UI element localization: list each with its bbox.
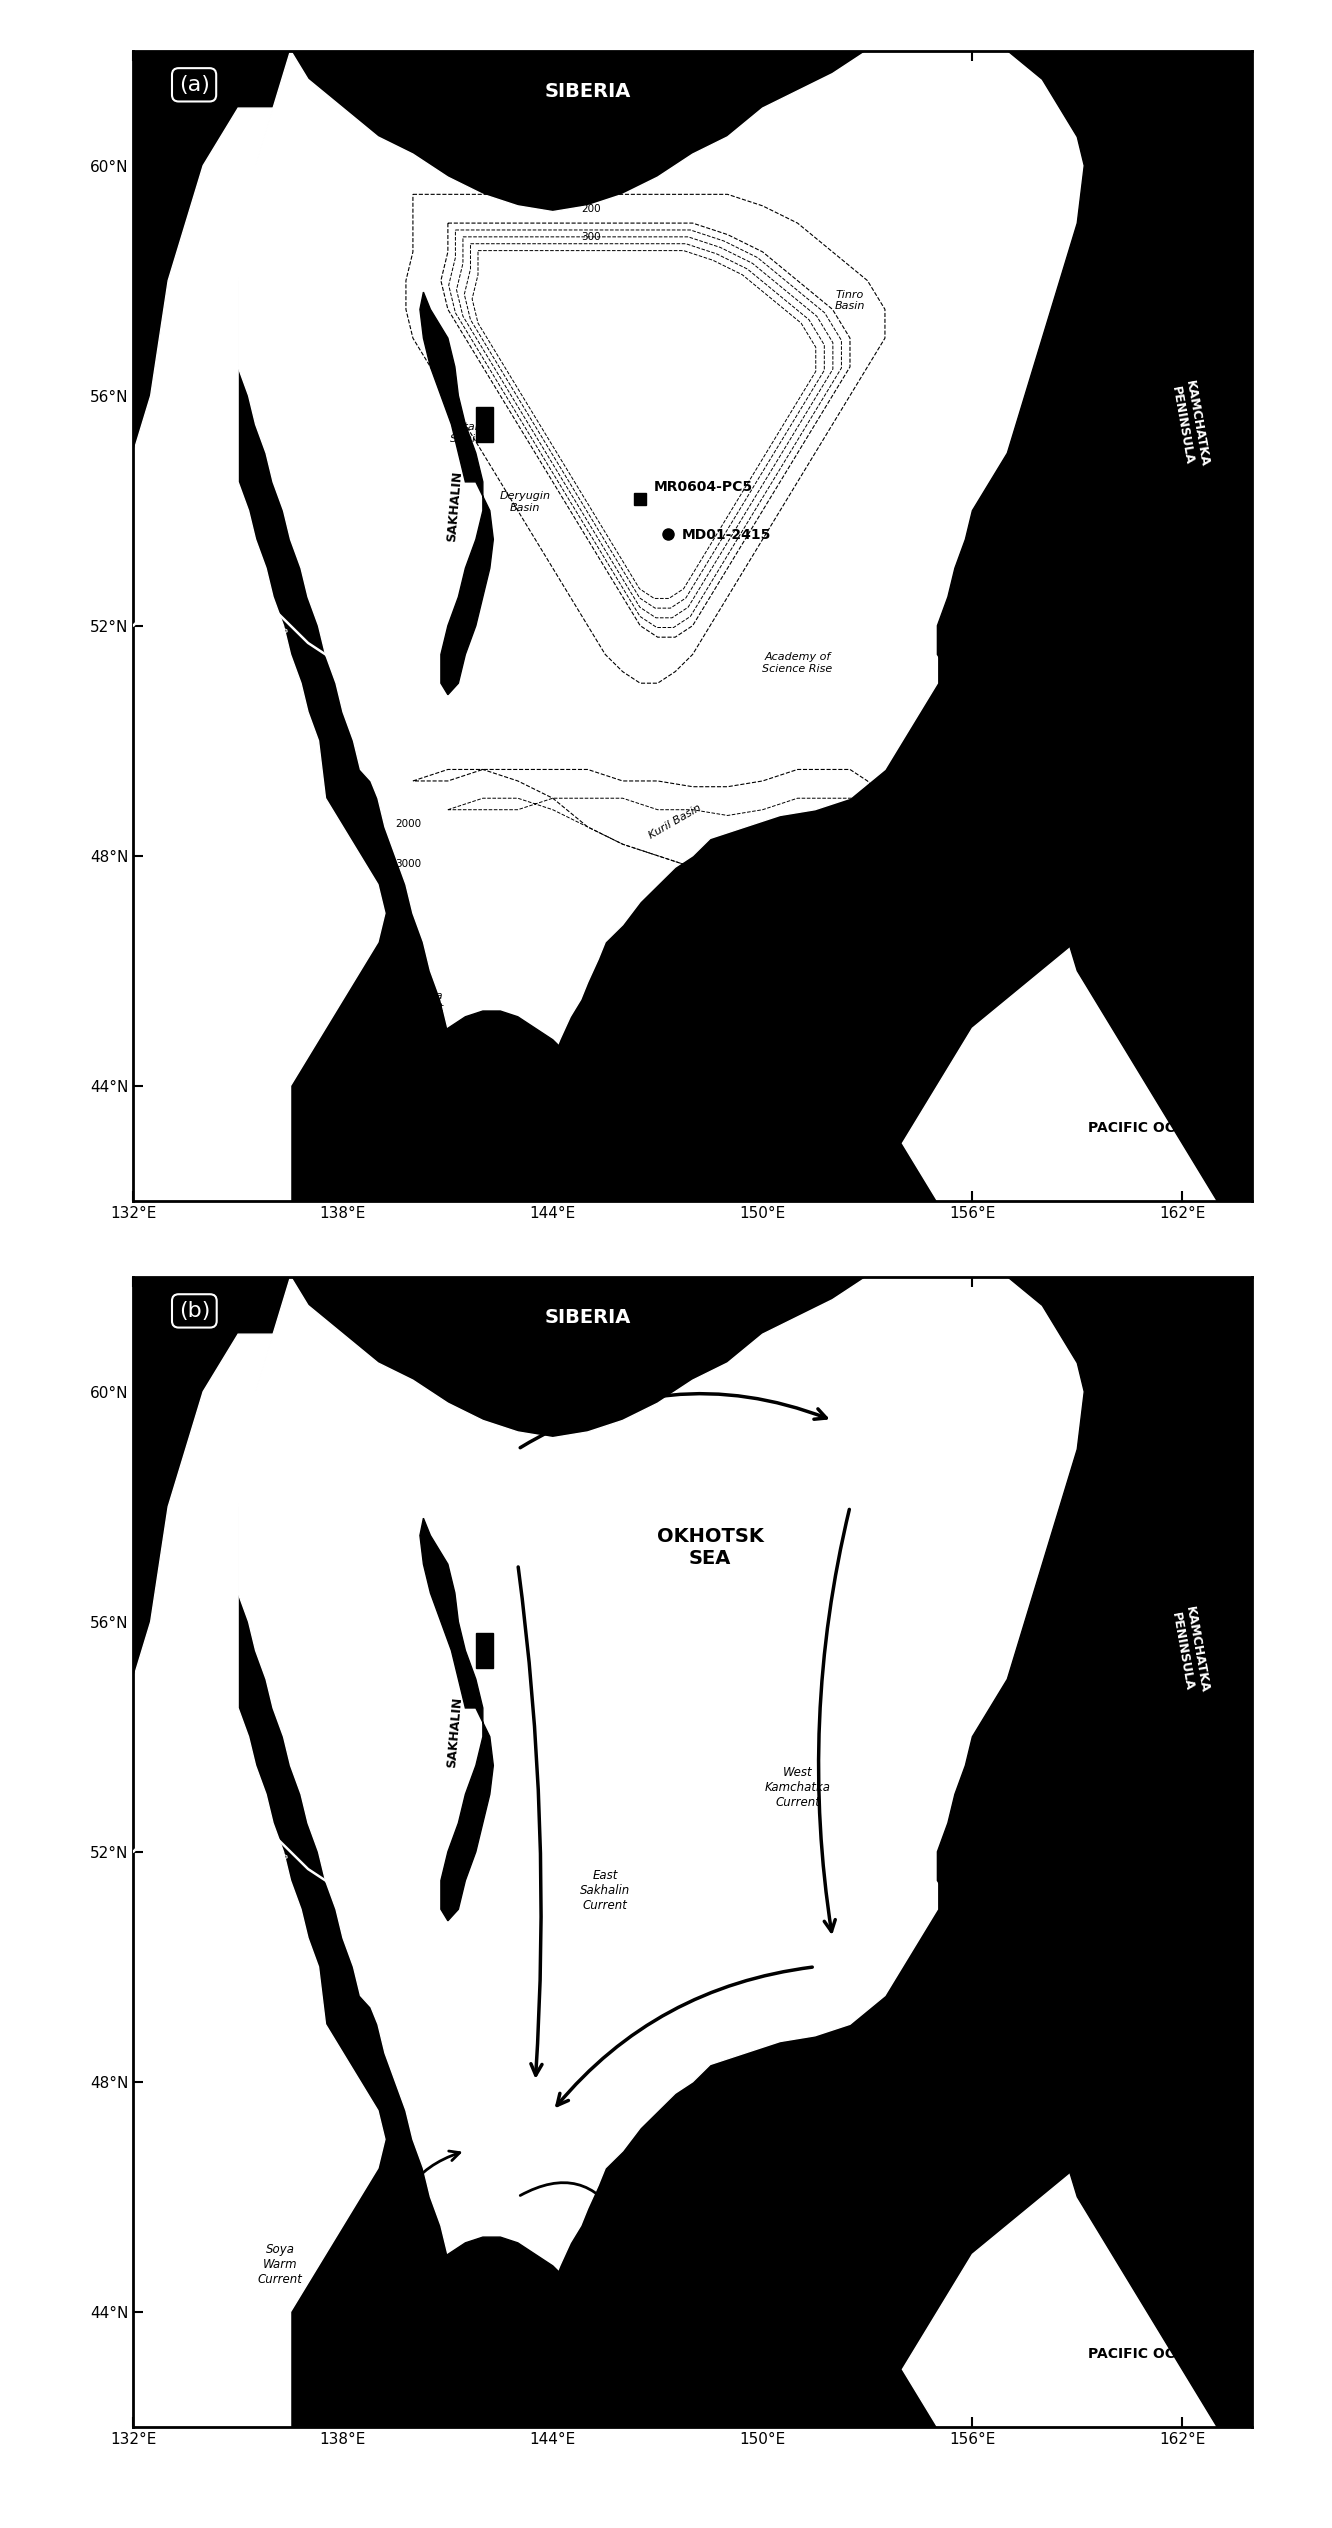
Text: (b): (b) (178, 1302, 210, 1322)
Polygon shape (798, 2209, 826, 2242)
Text: PACIFIC OCEAN: PACIFIC OCEAN (1088, 2346, 1207, 2361)
Text: KAMCHATKA
PENINSULA: KAMCHATKA PENINSULA (1168, 379, 1211, 470)
Polygon shape (623, 2247, 651, 2283)
Text: Etorofu
Strait: Etorofu Strait (723, 978, 766, 1019)
Text: 3000: 3000 (396, 860, 421, 870)
Polygon shape (476, 407, 493, 442)
Polygon shape (406, 1011, 594, 1201)
Text: 300: 300 (581, 233, 601, 243)
Text: West
Kamchatka
Current: West Kamchatka Current (765, 1765, 831, 1808)
Text: ASIA: ASIA (164, 1550, 193, 1598)
Text: ASIA: ASIA (164, 324, 193, 372)
Text: 2000: 2000 (396, 819, 421, 829)
Polygon shape (570, 1039, 594, 1057)
Polygon shape (832, 953, 860, 988)
Text: East
Kamchatka
Current: East Kamchatka Current (1028, 1921, 1091, 2000)
Text: Academy of
Science Rise: Academy of Science Rise (762, 652, 832, 672)
Text: SAKHALIN: SAKHALIN (445, 470, 465, 544)
Text: Deryugin
Basin: Deryugin Basin (500, 490, 550, 513)
Polygon shape (832, 2179, 860, 2215)
Polygon shape (406, 2237, 594, 2427)
Text: (a): (a) (178, 76, 209, 96)
Text: Shelikhov
Bay: Shelikhov Bay (1034, 56, 1086, 111)
Text: Tatar
Strait: Tatar Strait (450, 422, 481, 442)
Polygon shape (903, 741, 1252, 1201)
Polygon shape (420, 293, 493, 695)
Text: EAST
SEA: EAST SEA (168, 2298, 204, 2326)
Text: PACIFIC OCEAN: PACIFIC OCEAN (1088, 1120, 1207, 1135)
Polygon shape (570, 2265, 594, 2283)
Polygon shape (476, 1633, 493, 1668)
Text: OKHOTSK
SEA: OKHOTSK SEA (657, 1527, 763, 1567)
Polygon shape (903, 1967, 1252, 2427)
Polygon shape (553, 2283, 570, 2311)
Text: Tinro
Basin: Tinro Basin (835, 291, 866, 311)
Text: Soya
Warm
Current: Soya Warm Current (257, 2242, 302, 2285)
Polygon shape (133, 109, 385, 1201)
Text: MD01-2415: MD01-2415 (682, 528, 771, 544)
Text: Oyashio
Current: Oyashio Current (686, 2316, 734, 2343)
Text: KAMCHATKA
PENINSULA: KAMCHATKA PENINSULA (1168, 1605, 1211, 1696)
Text: AMUR RIVER: AMUR RIVER (221, 602, 289, 640)
Polygon shape (938, 51, 1252, 1201)
Text: SIBERIA: SIBERIA (545, 81, 631, 101)
Polygon shape (658, 2225, 791, 2311)
Text: EAST SEA: EAST SEA (165, 991, 185, 1059)
Polygon shape (238, 51, 1084, 1115)
Polygon shape (518, 1085, 535, 1115)
Polygon shape (518, 2311, 535, 2341)
Text: SAKHALIN: SAKHALIN (445, 1696, 465, 1770)
Polygon shape (658, 999, 791, 1085)
Text: Kruzenshtern
Strait: Kruzenshtern Strait (891, 817, 948, 887)
Polygon shape (238, 1277, 1084, 2341)
Polygon shape (587, 1039, 615, 1074)
Polygon shape (623, 1021, 651, 1057)
Text: 200: 200 (581, 205, 601, 212)
Text: Bussol
Strait: Bussol Strait (795, 923, 835, 961)
Text: Soya
Strait: Soya Strait (416, 991, 445, 1014)
Text: SIBERIA: SIBERIA (545, 1307, 631, 1327)
Polygon shape (587, 2265, 615, 2300)
Polygon shape (133, 1335, 385, 2427)
Text: MR0604-PC5: MR0604-PC5 (654, 480, 754, 493)
Polygon shape (420, 1519, 493, 1921)
Polygon shape (938, 1277, 1252, 2427)
Polygon shape (798, 983, 826, 1016)
Polygon shape (553, 1057, 570, 1085)
Text: AMUR RIVER: AMUR RIVER (221, 1828, 289, 1866)
Text: Kuril Basin: Kuril Basin (647, 801, 703, 839)
Text: East
Sakhalin
Current: East Sakhalin Current (581, 1868, 630, 1911)
